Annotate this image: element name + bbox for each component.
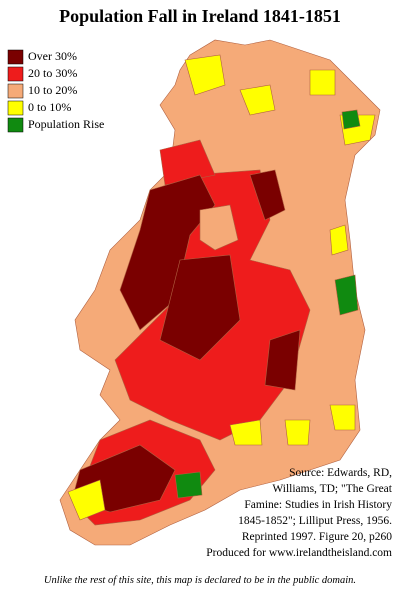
region bbox=[229, 419, 263, 446]
legend-swatch bbox=[7, 66, 24, 82]
source-line: Williams, TD; "The Great bbox=[272, 483, 392, 495]
source-line: Reprinted 1997. Figure 20, p260 bbox=[242, 531, 392, 543]
legend-swatch bbox=[7, 49, 24, 65]
source-line: Produced for www.irelandtheisland.com bbox=[206, 547, 392, 559]
source: Source: Edwards, RD, Williams, TD; "The G… bbox=[206, 467, 393, 559]
region bbox=[159, 139, 216, 186]
footer: Unlike the rest of this site, this map i… bbox=[44, 575, 356, 586]
region bbox=[309, 69, 336, 96]
region bbox=[329, 224, 349, 256]
region bbox=[67, 479, 106, 521]
legend-label: 0 to 10% bbox=[28, 100, 71, 114]
region bbox=[329, 404, 356, 431]
region bbox=[159, 254, 241, 361]
region bbox=[284, 419, 311, 446]
legend-label: 20 to 30% bbox=[28, 66, 77, 80]
region bbox=[264, 329, 301, 391]
legend-label: Population Rise bbox=[28, 117, 104, 131]
region bbox=[184, 54, 226, 96]
source-line: 1845-1852"; Lilliput Press, 1956. bbox=[238, 515, 392, 527]
title: Population Fall in Ireland 1841-1851 bbox=[59, 6, 341, 26]
source-line: Source: Edwards, RD, bbox=[289, 467, 392, 479]
region bbox=[174, 471, 203, 499]
region bbox=[341, 109, 361, 130]
legend-swatch bbox=[7, 117, 24, 133]
legend-swatch bbox=[7, 100, 24, 116]
region bbox=[239, 84, 276, 116]
legend-label: Over 30% bbox=[28, 49, 77, 63]
legend: Over 30% 20 to 30% 10 to 20% 0 to 10% Popula… bbox=[7, 49, 104, 133]
map bbox=[59, 39, 381, 546]
legend-label: 10 to 20% bbox=[28, 83, 77, 97]
region bbox=[249, 169, 286, 221]
region bbox=[199, 204, 239, 251]
region bbox=[334, 274, 359, 316]
source-line: Famine: Studies in Irish History bbox=[244, 499, 392, 511]
legend-swatch bbox=[7, 83, 24, 99]
